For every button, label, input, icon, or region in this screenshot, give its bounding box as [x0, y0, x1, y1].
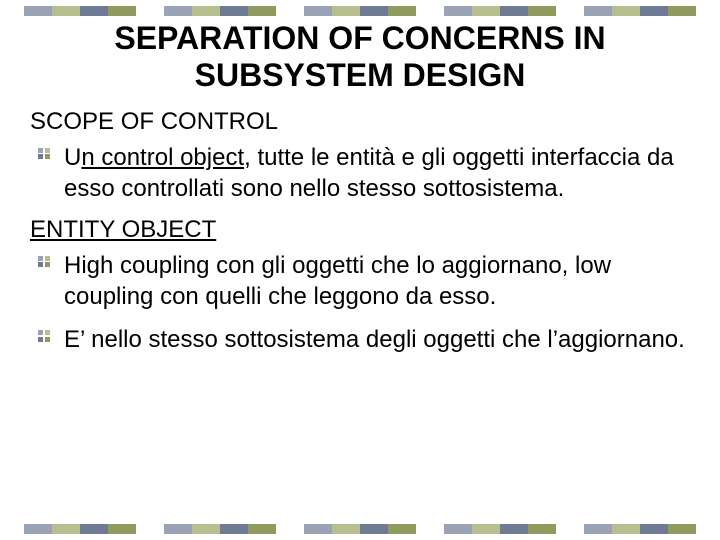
stripe-segment: [192, 524, 220, 534]
underlined-span: n control object: [81, 144, 244, 171]
stripe-segment: [220, 6, 248, 16]
bullet-icon: [38, 256, 50, 268]
stripe-segment: [52, 524, 80, 534]
stripe-segment: [528, 6, 556, 16]
stripe-segment: [388, 6, 416, 16]
stripe-segment: [444, 524, 472, 534]
stripe-block: [164, 524, 276, 534]
stripe-segment: [640, 524, 668, 534]
stripe-segment: [668, 524, 696, 534]
bullet-text: E’ nello stesso sottosistema degli ogget…: [64, 326, 685, 353]
stripe-segment: [304, 6, 332, 16]
stripe-segment: [80, 524, 108, 534]
section-heading: SCOPE OF CONTROL: [30, 108, 690, 136]
stripe-segment: [332, 6, 360, 16]
stripe-segment: [640, 6, 668, 16]
stripe-segment: [668, 6, 696, 16]
stripe-block: [24, 6, 136, 16]
stripe-block: [24, 524, 136, 534]
stripe-segment: [24, 524, 52, 534]
stripe-block: [304, 524, 416, 534]
stripe-segment: [248, 524, 276, 534]
bullet-icon: [38, 148, 50, 160]
stripe-segment: [220, 524, 248, 534]
stripe-segment: [472, 6, 500, 16]
stripe-segment: [472, 524, 500, 534]
bullet-text: High coupling con gli oggetti che lo agg…: [64, 252, 611, 310]
bullet-text: Un control object, tutte le entità e gli…: [64, 144, 674, 202]
bullet-item: E’ nello stesso sottosistema degli ogget…: [52, 324, 690, 355]
top-decorative-stripes: [0, 0, 720, 16]
stripe-segment: [360, 6, 388, 16]
stripe-block: [584, 6, 696, 16]
section-heading: ENTITY OBJECT: [30, 216, 690, 244]
stripe-block: [444, 524, 556, 534]
stripe-block: [164, 6, 276, 16]
stripe-segment: [24, 6, 52, 16]
stripe-segment: [528, 524, 556, 534]
stripe-segment: [164, 6, 192, 16]
stripe-segment: [304, 524, 332, 534]
stripe-segment: [444, 6, 472, 16]
stripe-segment: [500, 6, 528, 16]
bullet-list: Un control object, tutte le entità e gli…: [30, 142, 690, 204]
stripe-block: [444, 6, 556, 16]
stripe-segment: [500, 524, 528, 534]
stripe-segment: [584, 524, 612, 534]
stripe-block: [304, 6, 416, 16]
stripe-segment: [108, 6, 136, 16]
bullet-list: High coupling con gli oggetti che lo agg…: [30, 250, 690, 356]
stripe-segment: [360, 524, 388, 534]
slide: { "stripes": { "block_count": 5, "segmen…: [0, 0, 720, 540]
bullet-item: High coupling con gli oggetti che lo agg…: [52, 250, 690, 312]
stripe-segment: [612, 6, 640, 16]
stripe-segment: [80, 6, 108, 16]
stripe-segment: [332, 524, 360, 534]
stripe-segment: [584, 6, 612, 16]
stripe-segment: [192, 6, 220, 16]
stripe-segment: [388, 524, 416, 534]
bullet-icon: [38, 330, 50, 342]
slide-title: SEPARATION OF CONCERNS IN SUBSYSTEM DESI…: [0, 16, 720, 102]
stripe-segment: [612, 524, 640, 534]
bottom-decorative-stripes: [0, 524, 720, 534]
stripe-block: [584, 524, 696, 534]
slide-body: SCOPE OF CONTROL Un control object, tutte…: [0, 102, 720, 356]
stripe-segment: [52, 6, 80, 16]
stripe-segment: [248, 6, 276, 16]
bullet-item: Un control object, tutte le entità e gli…: [52, 142, 690, 204]
stripe-segment: [108, 524, 136, 534]
stripe-segment: [164, 524, 192, 534]
